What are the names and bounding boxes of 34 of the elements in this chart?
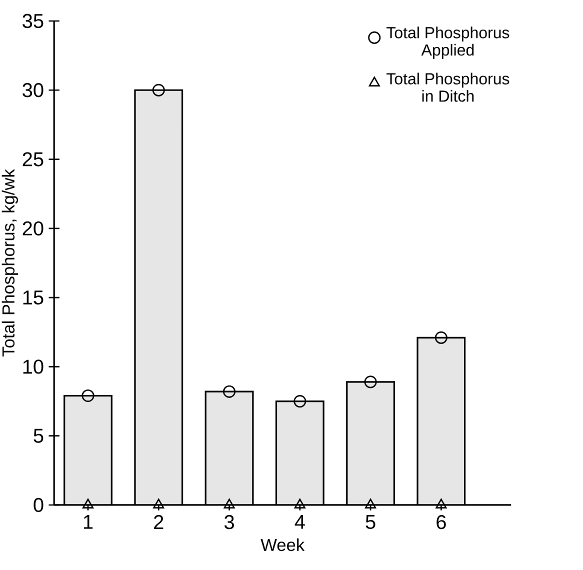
point [153,498,164,508]
point [82,389,94,402]
point [365,498,376,508]
y-axis-title: Total Phosphorus, kg/wk [2,169,18,357]
x-tick-label: 6 [436,515,446,530]
point [294,498,306,508]
point [294,395,306,408]
point [364,376,377,388]
x-tick-label: 4 [294,515,305,529]
y-tick-label: 20 [22,221,44,236]
bar [346,382,394,505]
point [82,498,94,508]
x-tick-label: 5 [366,515,376,529]
bar [206,392,253,505]
bar [134,90,182,505]
y-tick-label: 25 [22,152,44,166]
x-tick-label: 2 [154,515,164,529]
x-axis-title: Week [260,538,305,552]
x-tick-label: 3 [224,515,234,530]
y-tick-label: 10 [23,360,44,374]
bar [64,396,112,505]
y-tick-label: 30 [22,83,44,98]
x-tick-label: 1 [84,515,93,529]
bar [276,401,324,505]
legend-label: Total Phosphorus in Ditch [386,72,510,102]
point [224,498,235,508]
y-tick-label: 0 [34,498,44,512]
y-tick-label: 5 [34,428,44,443]
point [434,331,448,344]
y-tick-label: 35 [22,14,44,28]
point [223,385,236,398]
bar [416,336,466,505]
legend-label: Total Phosphorus Applied [386,26,510,59]
y-tick-label: 15 [23,290,44,305]
